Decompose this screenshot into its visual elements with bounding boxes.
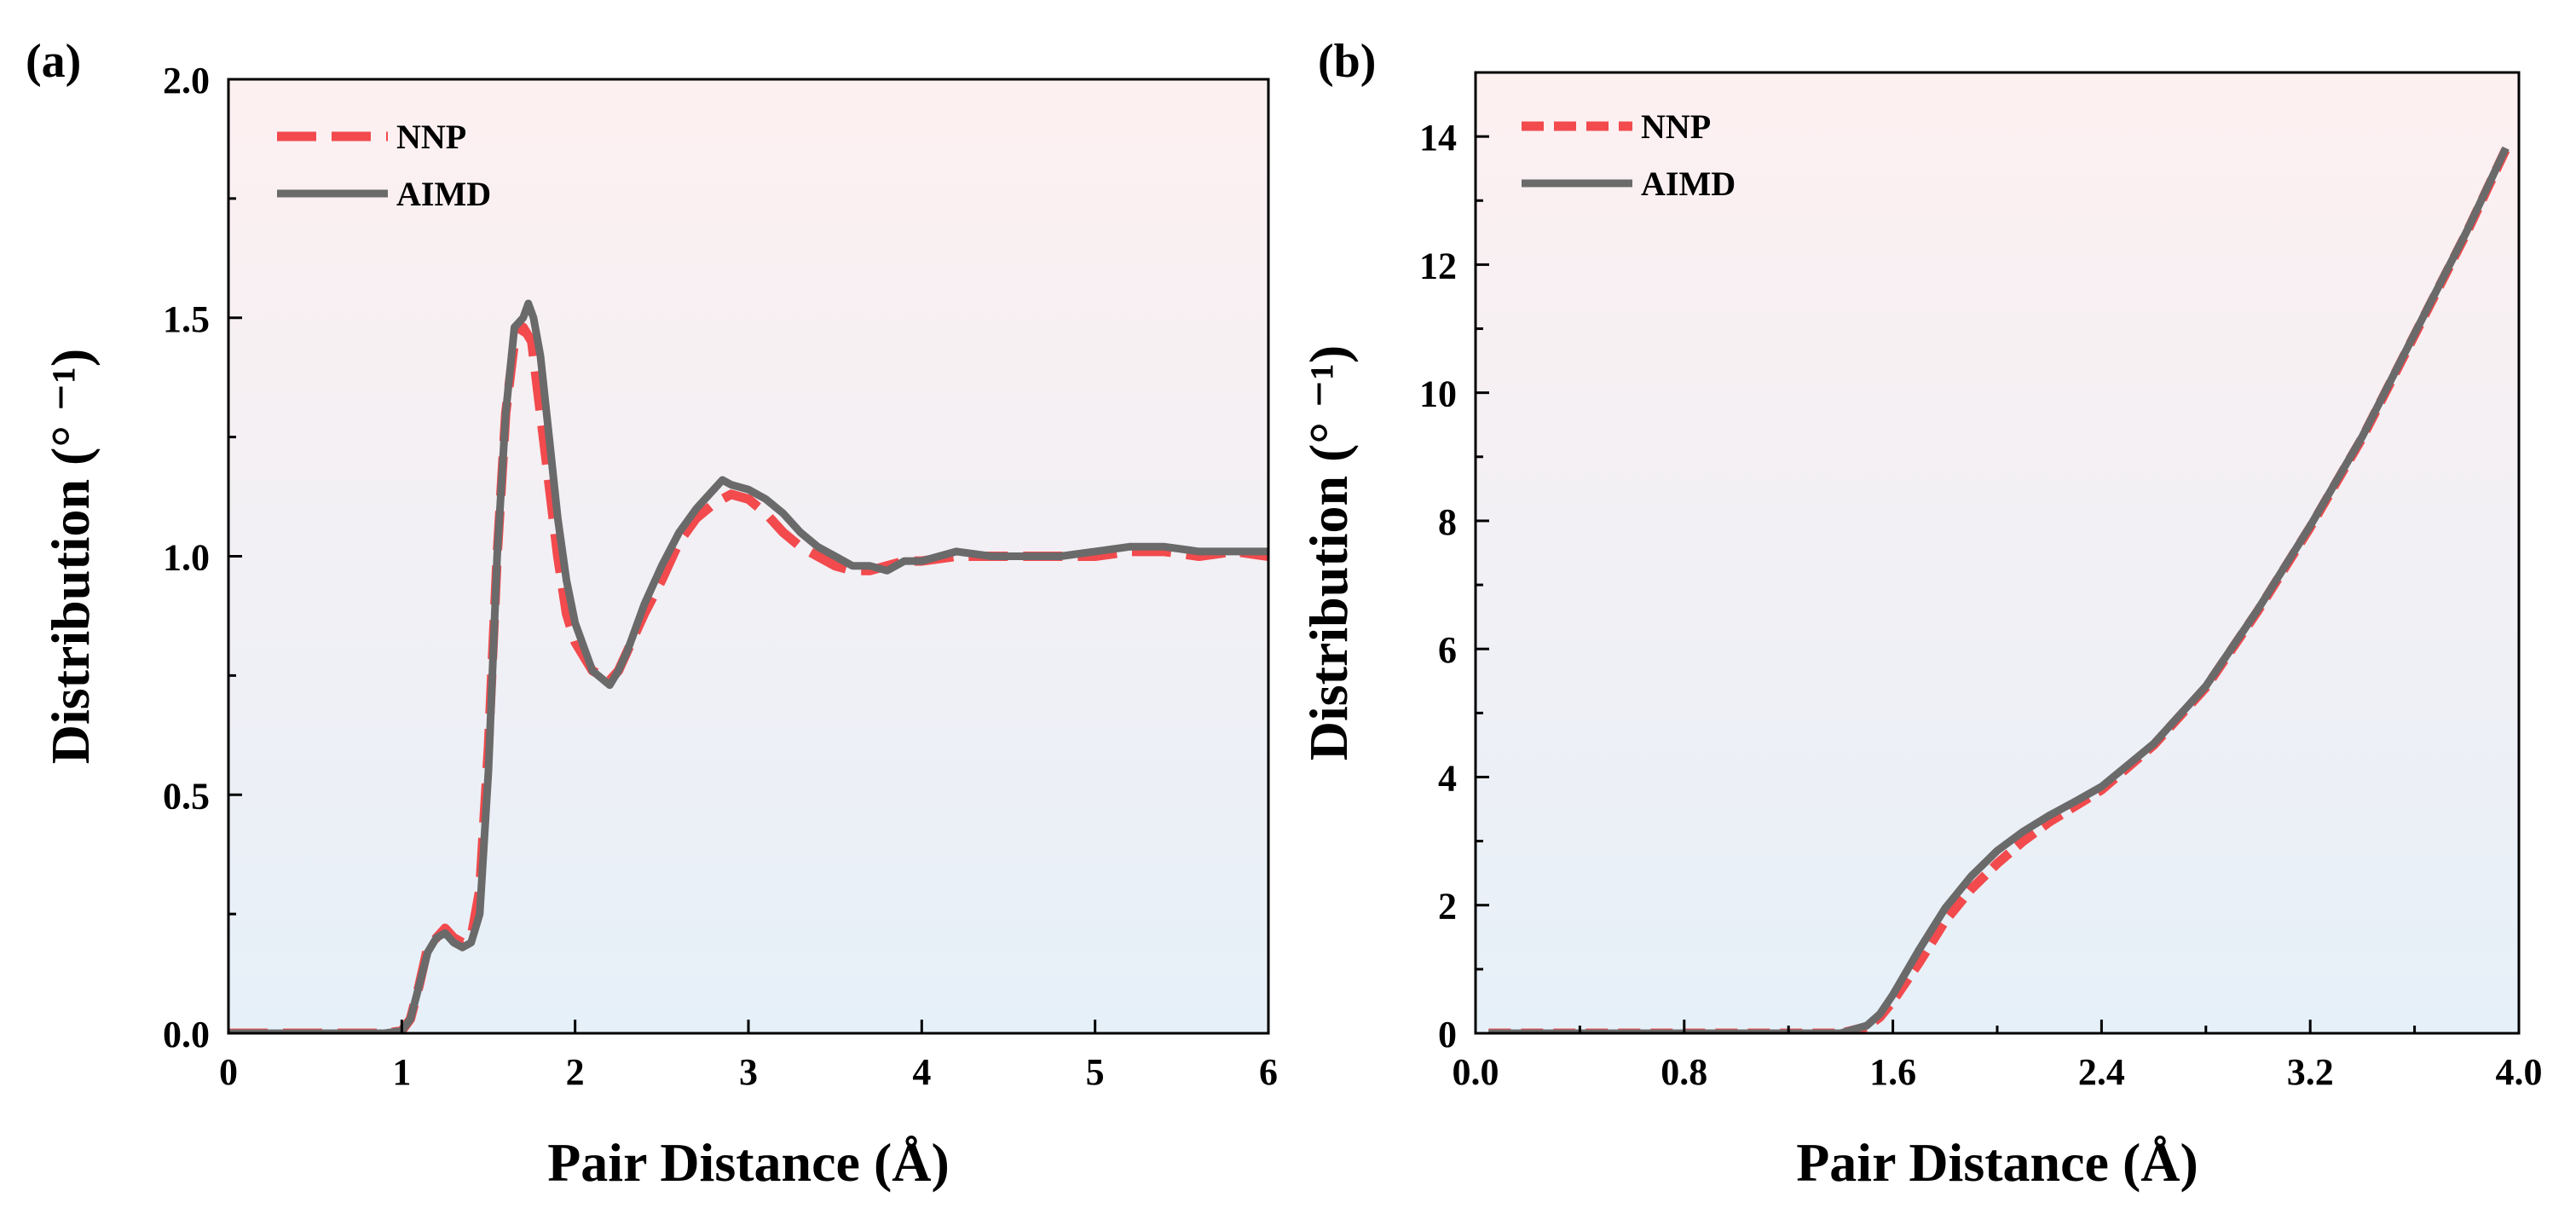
x-axis-title: Pair Distance (Å) xyxy=(1796,1132,2198,1193)
y-tick-label: 10 xyxy=(1419,373,1457,415)
x-tick-label: 2.4 xyxy=(2078,1051,2125,1093)
x-tick-label: 0 xyxy=(219,1051,238,1093)
y-tick-label: 8 xyxy=(1438,501,1457,543)
y-tick-label: 14 xyxy=(1419,117,1457,159)
y-tick-label: 2.0 xyxy=(163,60,210,101)
series-line-aimd xyxy=(1488,146,2510,1033)
y-tick-label: 1.5 xyxy=(163,298,210,340)
x-tick-label: 0.0 xyxy=(1453,1051,1499,1093)
y-tick-label: 1.0 xyxy=(163,537,210,579)
chart-panel-b: 0.0 0.8 1.6 2.4 3.2 4.0 0 2 4 6 8 10 12 14 Pair Distan… xyxy=(1298,35,2543,1193)
x-tick-label: 2 xyxy=(566,1051,585,1093)
legend-label-nnp: NNP xyxy=(1641,107,1711,146)
x-tick-label: 4 xyxy=(912,1051,931,1093)
x-tick-label: 5 xyxy=(1086,1051,1105,1093)
legend-label-aimd: AIMD xyxy=(396,175,491,213)
legend: NNP AIMD xyxy=(277,118,491,213)
x-tick-label: 1 xyxy=(392,1051,411,1093)
y-tick-label: 4 xyxy=(1438,757,1457,799)
panel-label: (b) xyxy=(1318,35,1376,88)
y-tick-label: 2 xyxy=(1438,886,1457,928)
y-tick-label: 12 xyxy=(1419,245,1457,286)
legend-label-nnp: NNP xyxy=(396,118,466,156)
y-tick-label: 0.0 xyxy=(163,1014,210,1055)
series-line-aimd xyxy=(228,299,1268,1033)
y-axis-title: Distribution (° ⁻¹) xyxy=(1298,345,1359,760)
y-tick-label: 0.5 xyxy=(163,775,210,817)
y-axis-title: Distribution (° ⁻¹) xyxy=(40,349,101,764)
y-tick-label: 0 xyxy=(1438,1014,1457,1055)
chart-panel-a: 0 1 2 3 4 5 6 0.0 0.5 1.0 1.5 2.0 Pair Distance (Å) D… xyxy=(26,35,1278,1193)
legend: NNP AIMD xyxy=(1522,107,1736,203)
x-tick-label: 3 xyxy=(739,1051,758,1093)
x-tick-label: 0.8 xyxy=(1661,1051,1707,1093)
x-tick-label: 3.2 xyxy=(2287,1051,2334,1093)
x-tick-label: 1.6 xyxy=(1869,1051,1916,1093)
y-tick-label: 6 xyxy=(1438,629,1457,671)
plot-area xyxy=(1476,72,2519,1033)
x-tick-label: 6 xyxy=(1259,1051,1278,1093)
x-tick-label: 4.0 xyxy=(2496,1051,2543,1093)
x-axis-title: Pair Distance (Å) xyxy=(547,1132,950,1193)
legend-label-aimd: AIMD xyxy=(1641,165,1736,203)
panel-label: (a) xyxy=(26,35,81,88)
